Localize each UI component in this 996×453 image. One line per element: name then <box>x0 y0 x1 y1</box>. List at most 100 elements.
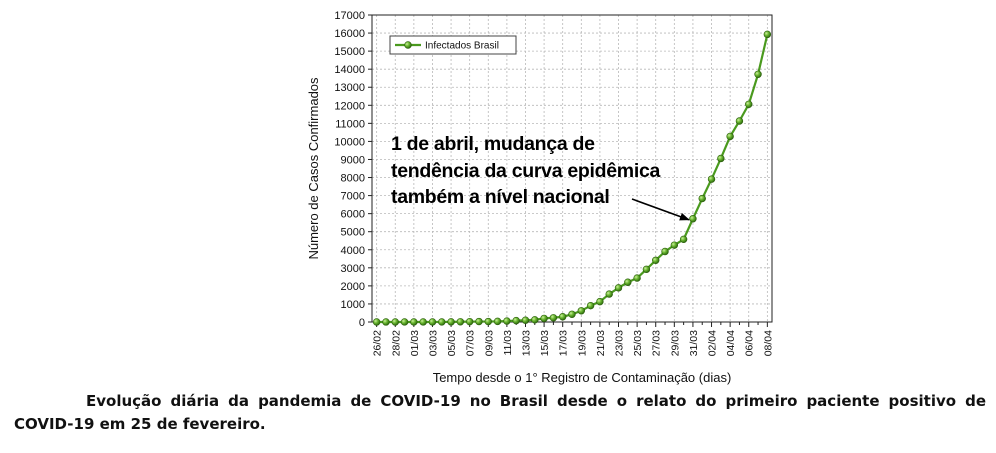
data-point <box>661 247 669 256</box>
y-tick-label: 4000 <box>341 245 365 257</box>
data-point <box>568 310 576 318</box>
data-point <box>745 100 753 108</box>
y-tick-label: 16000 <box>334 28 365 40</box>
data-point <box>521 316 530 324</box>
data-point <box>689 215 697 223</box>
x-tick-label: 25/03 <box>632 330 644 356</box>
x-tick-label: 19/03 <box>576 330 588 356</box>
y-tick-label: 8000 <box>341 173 365 185</box>
x-tick-label: 27/03 <box>651 330 663 356</box>
x-tick-label: 15/03 <box>539 330 551 356</box>
data-point <box>382 318 390 326</box>
x-tick-label: 05/03 <box>446 330 458 356</box>
data-point <box>735 117 744 125</box>
x-tick-label: 31/03 <box>688 330 700 356</box>
data-point <box>577 307 586 315</box>
legend-label: Infectados Brasil <box>425 41 499 52</box>
data-point <box>652 256 660 264</box>
data-point <box>754 70 762 78</box>
data-point <box>438 318 446 326</box>
x-tick-label: 21/03 <box>595 330 607 356</box>
data-point <box>391 318 399 326</box>
x-tick-label: 07/03 <box>465 330 477 356</box>
data-point <box>456 318 465 326</box>
data-point <box>540 314 548 323</box>
data-point <box>465 317 474 326</box>
x-tick-label: 06/04 <box>744 330 756 356</box>
data-point <box>493 317 502 326</box>
y-tick-label: 15000 <box>334 46 365 58</box>
y-tick-label: 14000 <box>334 64 365 76</box>
y-tick-label: 9000 <box>341 154 365 166</box>
y-tick-label: 17000 <box>334 10 365 22</box>
x-tick-label: 29/03 <box>669 330 681 356</box>
data-point <box>410 318 418 326</box>
data-point <box>372 318 381 326</box>
x-tick-label: 28/02 <box>390 330 402 356</box>
x-tick-label: 02/04 <box>707 330 719 356</box>
data-point <box>642 265 651 274</box>
data-point <box>605 290 613 298</box>
figure-caption: Evolução diária da pandemia de COVID-19 … <box>14 392 986 433</box>
y-tick-label: 6000 <box>341 209 365 221</box>
data-point <box>447 318 455 326</box>
x-tick-label: 23/03 <box>614 330 626 356</box>
data-point <box>400 318 409 326</box>
data-point <box>614 284 623 292</box>
data-point <box>763 30 772 39</box>
data-point <box>670 241 679 249</box>
x-tick-label: 17/03 <box>558 330 570 356</box>
data-point <box>475 317 483 326</box>
data-point <box>419 318 427 326</box>
x-axis: 26/02 28/02 01/03 03/03 05/03 07/03 09/03 11/03… <box>372 322 774 356</box>
annotation: 1 de abril, mudança de tendência da curv… <box>391 133 690 221</box>
legend-marker <box>404 41 412 49</box>
y-tick-label: 5000 <box>341 227 365 239</box>
y-axis: 0 1000 2000 3000 4000 5000 6000 7000 8000 9000 100… <box>334 10 372 329</box>
series-infectados-brasil <box>372 30 772 326</box>
x-tick-label: 13/03 <box>520 330 532 356</box>
annotation-line-1: 1 de abril, mudança de <box>391 133 595 155</box>
y-tick-label: 10000 <box>334 136 365 148</box>
y-tick-label: 13000 <box>334 82 365 94</box>
y-tick-label: 12000 <box>334 100 365 112</box>
y-axis-label: Número de Casos Confirmados <box>306 77 321 260</box>
data-point <box>633 274 641 282</box>
annotation-arrow <box>631 198 690 221</box>
data-point <box>428 318 437 326</box>
x-tick-label: 11/03 <box>502 330 514 356</box>
data-point <box>549 314 558 322</box>
y-tick-label: 1000 <box>341 299 365 311</box>
y-tick-label: 3000 <box>341 263 365 275</box>
annotation-line-2: tendência da curva epidêmica <box>391 160 661 182</box>
data-point <box>679 235 688 244</box>
data-point <box>707 175 716 183</box>
annotation-line-3: também a nível nacional <box>391 186 610 208</box>
legend: Infectados Brasil <box>389 35 517 55</box>
x-tick-label: 26/02 <box>372 330 384 356</box>
y-tick-label: 11000 <box>335 118 365 130</box>
x-tick-label: 09/03 <box>483 330 495 356</box>
y-tick-label: 7000 <box>341 191 365 203</box>
grid <box>372 15 772 322</box>
x-tick-label: 03/03 <box>427 330 439 356</box>
data-point <box>484 317 492 326</box>
x-tick-label: 01/03 <box>409 330 421 356</box>
data-point <box>512 316 520 325</box>
data-point <box>596 297 604 306</box>
y-tick-label: 2000 <box>341 281 365 293</box>
data-point <box>558 313 567 321</box>
legend-box <box>389 35 517 55</box>
x-axis-label: Tempo desde o 1° Registro de Contaminaçã… <box>433 370 732 385</box>
x-tick-label: 08/04 <box>762 330 774 356</box>
data-point <box>698 194 706 203</box>
data-point <box>717 154 725 163</box>
data-point <box>586 301 595 310</box>
x-tick-label: 04/04 <box>725 330 737 356</box>
data-point <box>726 132 734 141</box>
y-tick-label: 0 <box>359 317 365 329</box>
data-point <box>624 278 632 286</box>
data-point <box>503 317 511 325</box>
data-point <box>531 316 539 324</box>
